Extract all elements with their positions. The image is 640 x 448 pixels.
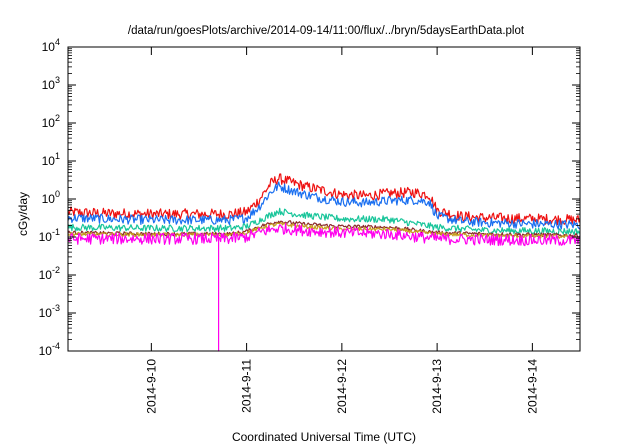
y-tick-label: 104	[42, 37, 60, 54]
y-tick-label: 10-3	[39, 303, 60, 320]
y-tick-label: 10-2	[39, 265, 60, 282]
series-line-5	[67, 221, 581, 240]
series-line-1	[67, 173, 581, 226]
y-tick-label: 10-1	[39, 227, 60, 244]
y-tick-label: 103	[42, 75, 60, 92]
y-axis-label: cGy/day	[16, 192, 30, 236]
y-tick-label: 102	[42, 113, 60, 130]
series-line-2	[67, 181, 581, 230]
x-tick-label: 2014-9-10	[144, 359, 158, 414]
x-axis-label: Coordinated Universal Time (UTC)	[232, 430, 416, 444]
chart-title: /data/run/goesPlots/archive/2014-09-14/1…	[128, 25, 525, 37]
y-tick-label: 100	[42, 189, 60, 206]
axes-layer: 10-4 10-3 10-2 10-1 100 101 102 103 104 2014-9-10…	[39, 37, 581, 414]
x-tick-label: 2014-9-13	[430, 359, 444, 414]
x-tick-label: 2014-9-11	[240, 359, 254, 413]
x-tick-label: 2014-9-12	[335, 359, 349, 414]
y-tick-label: 10-4	[39, 341, 60, 358]
series-line-6	[67, 222, 581, 352]
series-layer	[67, 173, 581, 352]
x-tick-label: 2014-9-14	[525, 359, 539, 414]
y-tick-label: 101	[42, 151, 60, 168]
series-line-3	[67, 207, 581, 236]
